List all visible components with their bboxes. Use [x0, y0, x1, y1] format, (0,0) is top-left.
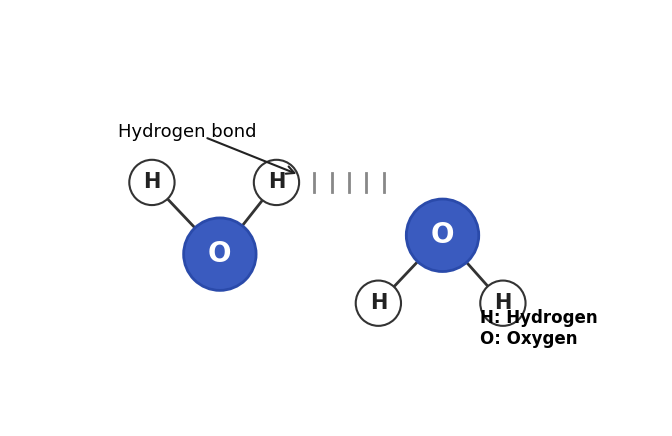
Text: O: O	[431, 221, 454, 249]
Circle shape	[183, 218, 256, 290]
Circle shape	[129, 160, 175, 205]
Text: H: H	[494, 293, 511, 313]
Circle shape	[254, 160, 299, 205]
Text: H: H	[370, 293, 387, 313]
Text: O: Oxygen: O: Oxygen	[480, 330, 578, 348]
Circle shape	[355, 280, 401, 326]
Text: O: O	[208, 240, 232, 268]
Text: H: H	[267, 173, 285, 192]
Circle shape	[480, 280, 526, 326]
Text: H: Hydrogen: H: Hydrogen	[480, 309, 598, 327]
Text: H: H	[143, 173, 161, 192]
Circle shape	[407, 199, 478, 272]
Text: Hydrogen bond: Hydrogen bond	[118, 123, 257, 141]
